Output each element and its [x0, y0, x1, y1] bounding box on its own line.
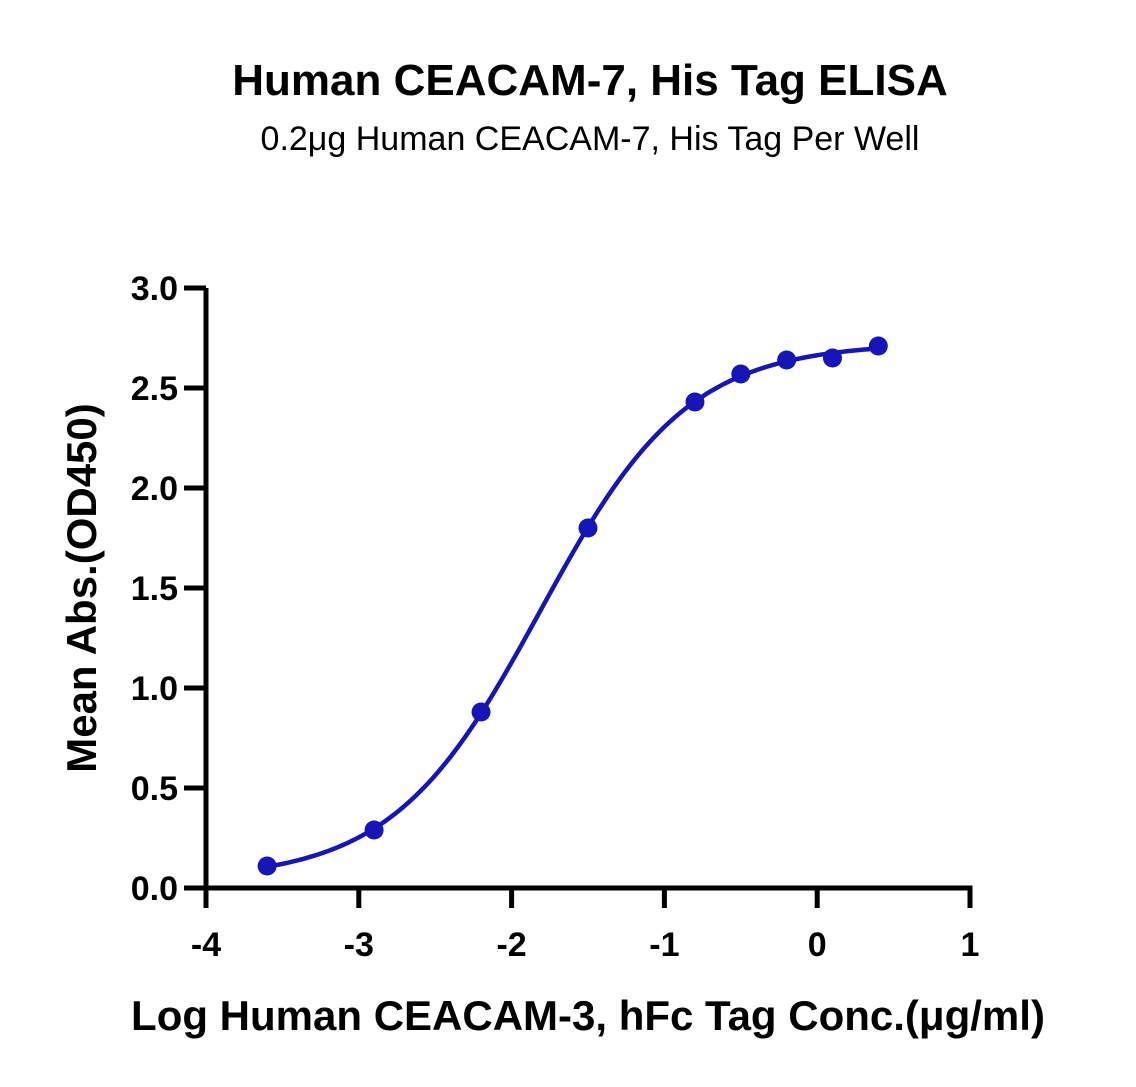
- data-point: [777, 350, 797, 370]
- x-tick-label: -2: [496, 926, 526, 964]
- axes: [203, 288, 973, 891]
- x-axis-label: Log Human CEACAM-3, hFc Tag Conc.(μg/ml): [131, 992, 1045, 1039]
- tick-labels: 0.0 0.5 1.0 1.5 2.0 2.5 3.0 -4 -3 -2 -1 0 1: [131, 270, 980, 964]
- tick-marks: [184, 285, 973, 908]
- data-points: [257, 336, 888, 876]
- fit-curve: [264, 346, 881, 870]
- y-tick-label: 1.5: [131, 570, 178, 608]
- y-tick-label: 2.5: [131, 370, 178, 408]
- x-tick-label: -4: [191, 926, 221, 964]
- data-point: [578, 518, 598, 538]
- data-point: [471, 702, 491, 722]
- y-tick-label: 0.5: [131, 770, 178, 808]
- x-tick-label: 0: [808, 926, 827, 964]
- chart-title: Human CEACAM-7, His Tag ELISA: [232, 56, 947, 105]
- y-tick-label: 2.0: [131, 470, 178, 508]
- chart-subtitle: 0.2μg Human CEACAM-7, His Tag Per Well: [261, 120, 920, 158]
- data-point: [868, 336, 888, 356]
- data-point: [822, 348, 842, 368]
- data-point: [257, 856, 277, 876]
- fit-curves: [264, 346, 881, 870]
- y-tick-label: 0.0: [131, 870, 178, 908]
- data-point: [685, 392, 705, 412]
- x-tick-label: 1: [961, 926, 980, 964]
- x-tick-label: -3: [344, 926, 374, 964]
- x-tick-label: -1: [649, 926, 679, 964]
- y-tick-label: 1.0: [131, 670, 178, 708]
- data-point: [364, 820, 384, 840]
- y-axis-label: Mean Abs.(OD450): [58, 403, 105, 773]
- y-tick-label: 3.0: [131, 270, 178, 308]
- data-point: [731, 364, 751, 384]
